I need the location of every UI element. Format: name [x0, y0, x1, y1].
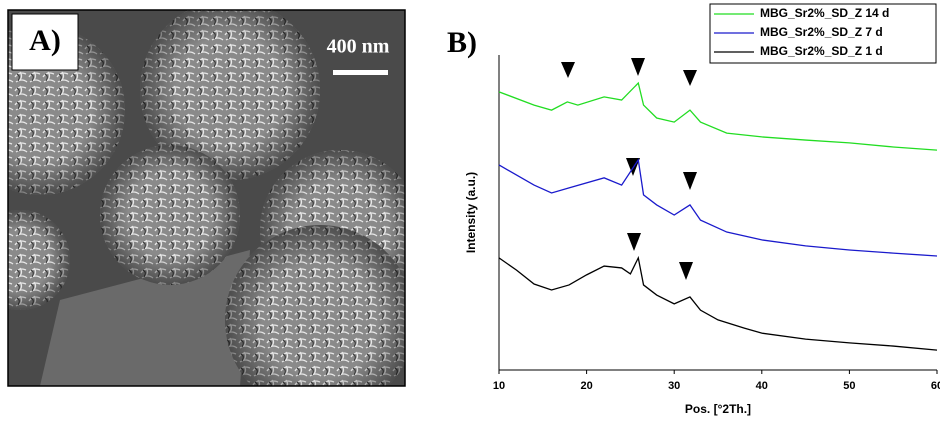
panel-label: B)	[447, 26, 477, 59]
x-tick-label: 60	[931, 380, 940, 392]
label-box	[11, 13, 79, 71]
x-tick-label: 20	[580, 380, 592, 392]
y-axis-label: Intensity (a.u.)	[464, 172, 478, 253]
legend-label: MBG_Sr2%_SD_Z 7 d	[760, 25, 883, 39]
x-axis-label: Pos. [°2Th.]	[685, 402, 751, 416]
series-line	[498, 81, 938, 151]
sem-image: A) 400 nm	[0, 0, 445, 423]
x-tick-label: 50	[843, 380, 855, 392]
legend-label: MBG_Sr2%_SD_Z 14 d	[760, 6, 889, 20]
scale-text: 400 nm	[327, 36, 390, 58]
scale-bar	[333, 70, 388, 75]
markers	[561, 58, 697, 280]
panel-label: A)	[29, 24, 61, 57]
x-tick-label: 10	[493, 380, 505, 392]
x-tick-label: 30	[668, 380, 680, 392]
series-line	[498, 158, 938, 257]
series-line	[498, 255, 938, 351]
x-tick-label: 40	[756, 380, 768, 392]
legend-label: MBG_Sr2%_SD_Z 1 d	[760, 44, 883, 58]
